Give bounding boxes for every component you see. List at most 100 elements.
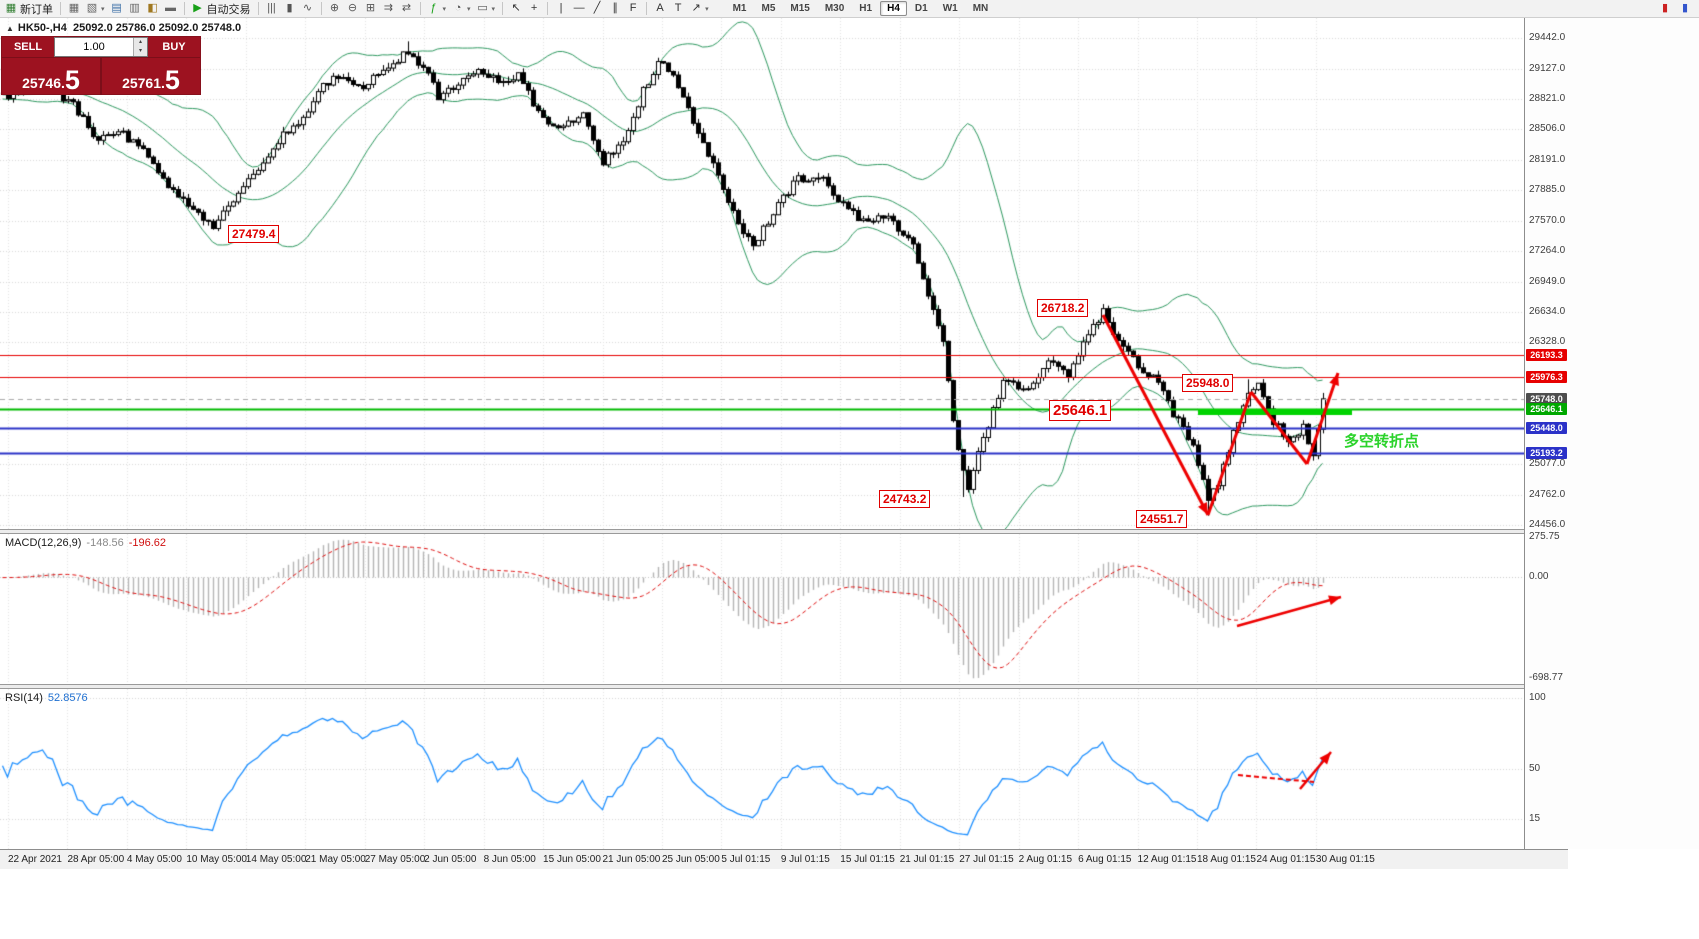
- main-chart-canvas[interactable]: [0, 18, 1524, 529]
- price-tick-label: 28506.0: [1529, 123, 1566, 135]
- timeframe-d1-button[interactable]: D1: [914, 3, 928, 14]
- equidistant-channel-icon[interactable]: ∥: [606, 1, 624, 17]
- data-window-icon-glyph-icon: ▥: [129, 2, 140, 14]
- dropdown-caret-icon: ▾: [491, 5, 496, 13]
- rsi-label: RSI(14): [5, 692, 43, 704]
- timeframe-m5-button[interactable]: M5: [761, 3, 776, 14]
- trendline-icon-glyph-icon: ╱: [593, 2, 601, 14]
- terminal-icon[interactable]: ▬: [162, 1, 180, 17]
- macd-tick-label: -698.77: [1529, 672, 1563, 683]
- new-order-button[interactable]: ▦ 新订单: [2, 1, 56, 17]
- price-axis[interactable]: 29442.0 29127.0 28821.0 28506.0 28191.0 27885…: [1524, 18, 1699, 849]
- toolbar-icons-group: ▦ 新订单 ▦ ▧ ▾ ▤ ▥ ◧ ▬ ▶ 自动交易 ||| ▮ ∿ ⊕ ⊖ ⊞ ⇉ ⇄ ƒ ▾ ◔ ▾ ▭ ▾ ↖ + | — ╱ ∥ F A…: [2, 1, 712, 17]
- arrows-tool-icon[interactable]: ↗ ▾: [687, 1, 712, 17]
- price-annotation-25646.1[interactable]: 25646.1: [1049, 400, 1112, 421]
- panel-separator-macd[interactable]: [0, 529, 1568, 534]
- candlestick-mode-icon[interactable]: ▮: [281, 1, 299, 17]
- buy-button[interactable]: BUY: [148, 37, 200, 57]
- price-annotation-25948.0[interactable]: 25948.0: [1182, 374, 1234, 392]
- auto-scroll-icon[interactable]: ⇉: [380, 1, 398, 17]
- timeframe-m15-button[interactable]: M15: [790, 3, 810, 14]
- volume-input[interactable]: [55, 38, 133, 56]
- sell-price-small: 25746.: [22, 75, 65, 91]
- macd-header: MACD(12,26,9) -148.56 -196.62: [5, 537, 166, 549]
- vertical-line-icon[interactable]: |: [552, 1, 570, 17]
- indicators-icon[interactable]: ƒ ▾: [425, 1, 450, 17]
- profiles-icon[interactable]: ▧ ▾: [83, 1, 108, 17]
- price-annotation-24743.2[interactable]: 24743.2: [879, 490, 931, 508]
- tile-windows-icon[interactable]: ⊞: [362, 1, 380, 17]
- sell-button[interactable]: SELL: [2, 37, 54, 57]
- zoom-out-icon[interactable]: ⊖: [344, 1, 362, 17]
- time-label: 2 Aug 01:15: [1018, 854, 1073, 865]
- arrows-tool-icon-glyph-icon: ↗: [691, 2, 701, 14]
- price-tick-label: 24762.0: [1529, 489, 1566, 501]
- rsi-tick-label: 50: [1529, 762, 1541, 774]
- dropdown-caret-icon: ▾: [101, 5, 105, 13]
- timeframe-m30-button[interactable]: M30: [824, 3, 845, 14]
- price-badge-25448.0: 25448.0: [1526, 422, 1567, 435]
- fibonacci-icon[interactable]: F: [624, 1, 642, 17]
- cursor-icon[interactable]: ↖: [507, 1, 525, 17]
- time-label: 25 Jun 05:00: [661, 854, 720, 865]
- price-annotation-26718.2[interactable]: 26718.2: [1037, 299, 1089, 317]
- timeframe-h4-button[interactable]: H4: [880, 1, 907, 16]
- time-label: 27 Jul 01:15: [959, 854, 1014, 865]
- periods-icon[interactable]: ◔ ▾: [449, 1, 474, 17]
- toolbar-separator: [60, 2, 61, 15]
- buy-price-display[interactable]: 25761. 5: [102, 58, 200, 95]
- indicators-icon-glyph-icon: ƒ: [430, 2, 437, 14]
- status-blue-icon[interactable]: ▮: [1676, 1, 1694, 17]
- zoom-in-icon[interactable]: ⊕: [326, 1, 344, 17]
- dropdown-caret-icon: ▾: [442, 5, 447, 13]
- price-tick-label: 29127.0: [1529, 62, 1566, 74]
- time-label: 27 May 05:00: [364, 854, 426, 865]
- one-click-toggle-icon[interactable]: ▲: [6, 24, 14, 33]
- rsi-value: 52.8576: [47, 692, 88, 704]
- rsi-canvas[interactable]: [0, 689, 1524, 849]
- timeframe-m1-button[interactable]: M1: [732, 3, 747, 14]
- time-label: 4 May 05:00: [126, 854, 182, 865]
- time-axis[interactable]: 22 Apr 2021 28 Apr 05:00 4 May 05:00 10 May…: [0, 849, 1568, 869]
- price-annotation-24551.7[interactable]: 24551.7: [1136, 510, 1188, 528]
- alert-red-icon[interactable]: ▮: [1656, 1, 1674, 17]
- data-window-icon[interactable]: ▥: [126, 1, 144, 17]
- price-tick-label: 24456.0: [1529, 519, 1566, 531]
- panel-separator-rsi[interactable]: [0, 684, 1568, 689]
- toolbar-separator: [547, 2, 549, 15]
- horizontal-line-icon[interactable]: —: [570, 1, 588, 17]
- price-tick-label: 27570.0: [1529, 214, 1566, 226]
- timeframe-w1-button[interactable]: W1: [942, 3, 958, 14]
- toolbar-separator: [320, 2, 322, 15]
- toolbar-separator: [646, 2, 648, 15]
- market-watch-icon[interactable]: ▤: [108, 1, 126, 17]
- profiles-icon-glyph-icon: ▧: [86, 2, 98, 14]
- bar-chart-mode-icon[interactable]: |||: [263, 1, 281, 17]
- templates-icon[interactable]: ▭ ▾: [474, 1, 499, 17]
- autotrading-button[interactable]: ▶ 自动交易: [189, 1, 254, 17]
- timeframe-mn-button[interactable]: MN: [972, 3, 989, 14]
- line-chart-mode-icon[interactable]: ∿: [299, 1, 317, 17]
- cursor-icon-glyph-icon: ↖: [511, 2, 521, 14]
- buy-price-big: 5: [164, 65, 180, 95]
- main-chart-panel: ▲ HK50-,H4 25092.0 25786.0 25092.0 25748.…: [0, 18, 1524, 529]
- macd-canvas[interactable]: [0, 534, 1524, 684]
- price-annotation-27479.4[interactable]: 27479.4: [228, 225, 280, 243]
- tile-windows-icon-glyph-icon: ⊞: [365, 2, 376, 14]
- trendline-icon[interactable]: ╱: [588, 1, 606, 17]
- periods-icon-glyph-icon: ◔: [454, 2, 462, 14]
- text-icon[interactable]: A: [651, 1, 669, 17]
- new-order-button-label: 新订单: [20, 3, 53, 16]
- new-chart-icon[interactable]: ▦: [65, 1, 83, 17]
- time-label: 14 May 05:00: [245, 854, 307, 865]
- navigator-icon[interactable]: ◧: [144, 1, 162, 17]
- volume-increase-button[interactable]: ▴: [134, 38, 147, 47]
- text-label-icon[interactable]: T: [669, 1, 687, 17]
- volume-decrease-button[interactable]: ▾: [134, 47, 147, 56]
- timeframe-h1-button[interactable]: H1: [859, 3, 873, 14]
- crosshair-icon-glyph-icon: +: [530, 2, 538, 14]
- crosshair-icon[interactable]: +: [525, 1, 543, 17]
- right-empty-area: [1568, 849, 1699, 869]
- sell-price-display[interactable]: 25746. 5: [2, 58, 100, 95]
- chart-shift-icon[interactable]: ⇄: [398, 1, 416, 17]
